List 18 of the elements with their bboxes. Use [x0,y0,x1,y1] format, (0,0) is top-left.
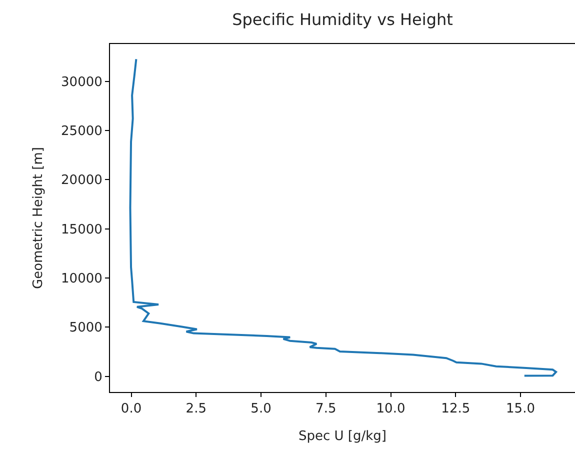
chart-title: Specific Humidity vs Height [232,10,453,29]
y-tick-label: 30000 [61,74,102,90]
y-tick-label: 20000 [61,173,102,188]
y-tick-label: 0 [94,370,102,385]
y-axis-title: Geometric Height [m] [30,147,46,289]
x-tick-label: 5.0 [250,402,272,417]
x-tick-label: 12.5 [441,402,470,417]
x-tick-label: 0.0 [120,402,142,417]
line-series [129,58,558,377]
y-tick-label: 10000 [61,272,102,287]
y-tick-label: 5000 [69,320,102,336]
y-tick-label: 15000 [61,222,102,238]
y-tick-label: 25000 [61,124,102,140]
x-axis-title: Spec U [g/kg] [298,429,386,444]
x-tick-label: 10.0 [376,402,406,417]
x-tick-label: 2.5 [186,402,206,417]
x-tick-label: 7.5 [316,402,336,417]
x-tick-label: 15.0 [506,402,535,417]
